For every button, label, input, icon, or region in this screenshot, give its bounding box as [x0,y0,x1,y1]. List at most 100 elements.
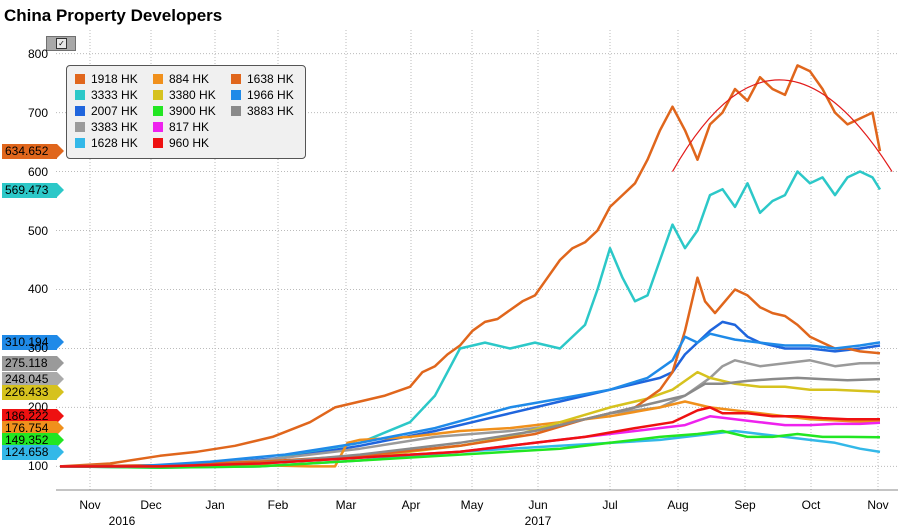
legend-label: 1918 HK [91,72,138,86]
y-tick-label: 300 [27,341,48,356]
legend-item: 817 HK [153,120,209,134]
tag-arrow-icon [57,356,64,371]
legend-swatch [75,138,85,148]
x-tick-label: Jul [602,498,618,512]
legend-swatch [75,90,85,100]
last-value-label: 186.222 [5,408,49,423]
legend-label: 884 HK [169,72,210,86]
tag-arrow-icon [57,144,64,159]
x-tick-label: May [460,498,484,512]
legend-label: 1638 HK [247,72,294,86]
legend-swatch [153,74,163,84]
y-tick-label: 500 [27,223,48,238]
y-tick-label: 600 [27,164,48,179]
x-tick-label: Aug [667,498,689,512]
last-value-tag: 149.352 [2,432,64,448]
last-value-tag: 634.652 [2,144,64,160]
tag-arrow-icon [57,444,64,459]
y-tick-label: 200 [27,400,48,415]
legend-label: 3383 HK [91,120,138,134]
tag-arrow-icon [57,408,64,423]
y-tick-label: 800 [27,46,48,61]
series-line-1966-hk [60,332,881,468]
last-value-label: 176.754 [5,420,49,435]
last-value-tag: 186.222 [2,408,64,424]
legend-swatch [153,90,163,100]
last-value-tag: 310.194 [2,335,64,351]
tag-arrow-icon [57,335,64,350]
x-tick-label: Apr [401,498,421,512]
legend-swatch [75,106,85,116]
legend-label: 3333 HK [91,88,138,102]
legend: 1918 HK 3333 HK 2007 HK 3383 HK 1628 HK 884 H… [66,65,306,159]
legend-label: 3900 HK [169,104,216,118]
legend-label: 3883 HK [247,104,294,118]
legend-item: 3883 HK [231,104,294,118]
legend-label: 1966 HK [247,88,294,102]
x-tick-label: Nov [867,498,889,512]
last-value-tag: 275.118 [2,356,64,372]
legend-item: 3900 HK [153,104,216,118]
legend-item: 1966 HK [231,88,294,102]
legend-item: 884 HK [153,72,209,86]
y-tick-label: 400 [27,282,48,297]
legend-label: 960 HK [169,136,210,150]
last-value-label: 275.118 [5,356,48,371]
y-tick-label: 100 [27,459,48,474]
series-line-3900-hk [59,429,881,469]
last-value-tag: 248.045 [2,372,64,388]
checkbox-icon: ✓ [56,38,67,49]
chart-options-button[interactable]: ✓ [46,36,76,51]
tag-arrow-icon [57,384,64,399]
series-line-1918-hk [59,64,882,468]
tag-arrow-icon [57,432,64,447]
x-year-label: 2017 [524,514,552,528]
legend-label: 817 HK [169,120,210,134]
legend-label: 2007 HK [91,104,138,118]
legend-label: 3380 HK [169,88,216,102]
tag-arrow-icon [57,182,64,197]
series-line-3333-hk [60,170,882,469]
x-tick-label: Feb [267,498,289,512]
last-value-label: 124.658 [5,444,49,459]
legend-item: 3383 HK [75,120,138,134]
x-tick-label: Mar [335,498,357,512]
last-value-label: 634.652 [5,144,49,159]
last-value-tag: 226.433 [2,384,64,400]
last-value-label: 569.473 [5,182,49,197]
legend-swatch [153,106,163,116]
legend-swatch [231,74,241,84]
x-tick-label: Jun [528,498,548,512]
tag-arrow-icon [57,420,64,435]
last-value-tag: 124.658 [2,444,64,460]
last-value-label: 310.194 [5,335,49,350]
legend-swatch [75,122,85,132]
legend-item: 1638 HK [231,72,294,86]
legend-swatch [153,122,163,132]
legend-item: 2007 HK [75,104,138,118]
legend-item: 960 HK [153,136,209,150]
series-line-1638-hk [59,276,881,468]
last-value-label: 149.352 [5,432,49,447]
last-value-tag: 176.754 [2,420,64,436]
chart-title: China Property Developers [4,6,223,25]
series-line-3883-hk [60,376,881,468]
x-tick-label: Jan [205,498,225,512]
trend-arc [671,79,893,172]
last-value-tag: 569.473 [2,182,64,198]
series-line-2007-hk [60,320,881,468]
x-tick-label: Dec [140,498,162,512]
legend-label: 1628 HK [91,136,138,150]
x-tick-label: Nov [79,498,101,512]
last-value-label: 226.433 [5,384,49,399]
series-line-960-hk [60,406,880,468]
legend-item: 1918 HK [75,72,138,86]
y-tick-label: 700 [27,105,48,120]
x-year-label: 2016 [108,514,136,528]
legend-swatch [153,138,163,148]
legend-swatch [231,106,241,116]
legend-item: 3333 HK [75,88,138,102]
legend-item: 3380 HK [153,88,216,102]
